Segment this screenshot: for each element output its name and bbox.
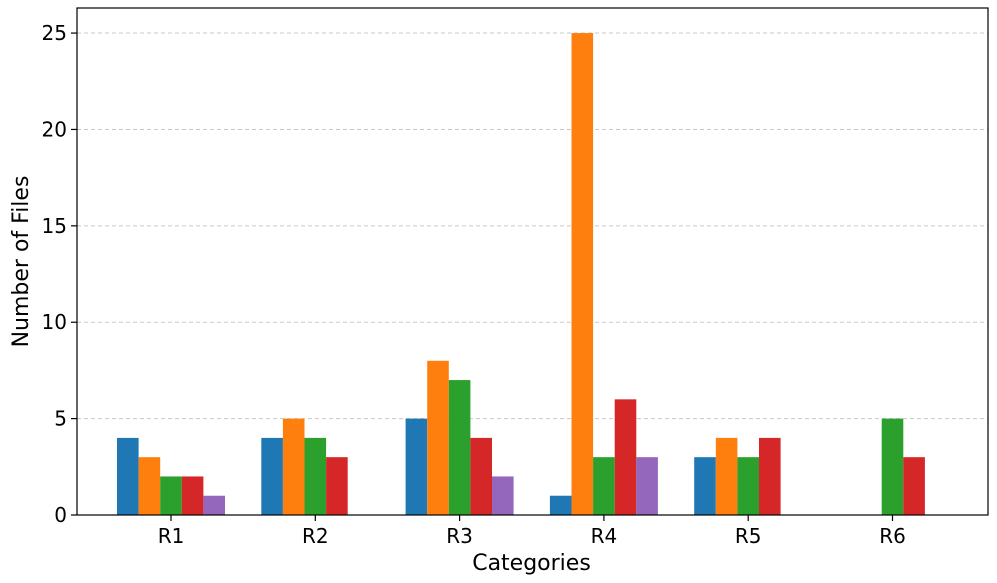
bar-r4-series-5: [636, 457, 658, 515]
bar-r1-series-4: [181, 476, 204, 515]
bar-r3-series-1: [405, 418, 428, 515]
bar-r4-series-2: [571, 33, 594, 515]
bar-r2-series-4: [326, 457, 348, 515]
x-tick-label: R2: [302, 524, 329, 548]
bar-r2-series-2: [282, 418, 305, 515]
y-axis-ticks: 0 5 10 15 20 25: [42, 21, 77, 527]
grid-lines: [77, 32, 988, 420]
bar-r6-series-3: [881, 418, 904, 515]
bar-r1-series-3: [160, 476, 182, 515]
bar-r3-series-3: [448, 380, 471, 515]
y-tick-label: 10: [42, 310, 67, 334]
bar-r4-series-4: [614, 399, 637, 515]
x-tick-label: R4: [591, 524, 618, 548]
bar-r6-series-4: [903, 457, 925, 515]
y-tick-label: 20: [42, 117, 67, 141]
x-axis-ticks: R1 R2 R3 R4 R5 R6: [158, 515, 906, 548]
bar-r1-series-1: [117, 437, 139, 515]
y-tick-label: 0: [54, 503, 67, 527]
bar-r4-series-3: [593, 457, 615, 515]
bar-r5-series-3: [737, 457, 759, 515]
x-tick-label: R1: [158, 524, 185, 548]
bar-r4-series-1: [549, 495, 572, 515]
bar-r2-series-1: [261, 437, 283, 515]
y-axis-title: Number of Files: [9, 176, 34, 348]
bar-r5-series-4: [759, 437, 781, 515]
x-tick-label: R6: [879, 524, 906, 548]
bar-r3-series-2: [427, 360, 449, 515]
bars: [117, 33, 925, 515]
bar-r3-series-5: [492, 476, 514, 515]
bar-r2-series-3: [304, 437, 327, 515]
x-tick-label: R3: [446, 524, 473, 548]
bar-r1-series-5: [203, 495, 225, 515]
plot-frame: [76, 7, 989, 516]
x-axis-title: Categories: [472, 551, 591, 576]
y-tick-label: 15: [42, 214, 67, 238]
bar-r5-series-1: [694, 457, 716, 515]
bar-r5-series-2: [715, 437, 738, 515]
bar-r3-series-4: [470, 437, 492, 515]
y-tick-label: 5: [54, 407, 67, 431]
y-tick-label: 25: [42, 21, 67, 45]
x-tick-label: R5: [735, 524, 762, 548]
bar-r1-series-2: [138, 457, 161, 515]
